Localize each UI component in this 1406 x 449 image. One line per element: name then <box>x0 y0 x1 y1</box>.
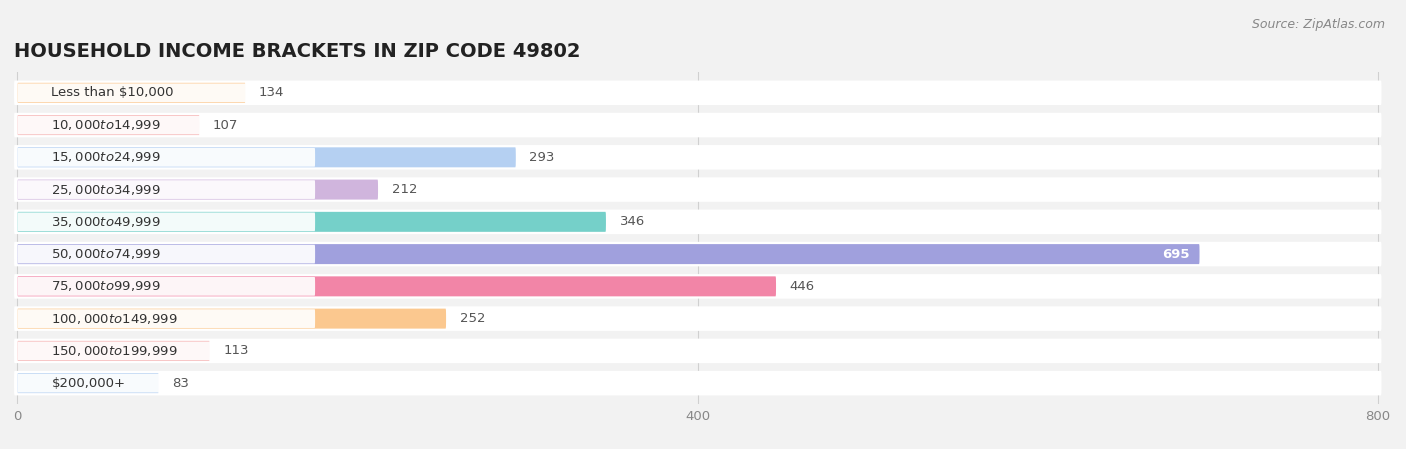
FancyBboxPatch shape <box>17 309 315 328</box>
Text: $25,000 to $34,999: $25,000 to $34,999 <box>52 183 162 197</box>
FancyBboxPatch shape <box>17 212 315 231</box>
Text: 446: 446 <box>790 280 814 293</box>
FancyBboxPatch shape <box>14 80 1382 105</box>
Text: 252: 252 <box>460 312 485 325</box>
Text: $35,000 to $49,999: $35,000 to $49,999 <box>52 215 162 229</box>
FancyBboxPatch shape <box>17 245 315 264</box>
FancyBboxPatch shape <box>17 308 446 329</box>
FancyBboxPatch shape <box>17 341 209 361</box>
FancyBboxPatch shape <box>17 147 516 167</box>
FancyBboxPatch shape <box>17 148 315 167</box>
Text: 113: 113 <box>224 344 249 357</box>
FancyBboxPatch shape <box>14 242 1382 266</box>
FancyBboxPatch shape <box>14 210 1382 234</box>
FancyBboxPatch shape <box>17 373 159 393</box>
Text: Less than $10,000: Less than $10,000 <box>52 86 174 99</box>
FancyBboxPatch shape <box>17 212 606 232</box>
Text: 293: 293 <box>530 151 555 164</box>
FancyBboxPatch shape <box>17 244 1199 264</box>
Text: 695: 695 <box>1161 247 1189 260</box>
Text: $75,000 to $99,999: $75,000 to $99,999 <box>52 279 162 293</box>
FancyBboxPatch shape <box>17 83 246 103</box>
FancyBboxPatch shape <box>17 84 315 102</box>
Text: 212: 212 <box>392 183 418 196</box>
FancyBboxPatch shape <box>17 116 315 134</box>
FancyBboxPatch shape <box>14 274 1382 299</box>
FancyBboxPatch shape <box>14 371 1382 396</box>
FancyBboxPatch shape <box>14 306 1382 331</box>
FancyBboxPatch shape <box>14 177 1382 202</box>
FancyBboxPatch shape <box>17 277 315 296</box>
Text: $150,000 to $199,999: $150,000 to $199,999 <box>52 344 179 358</box>
FancyBboxPatch shape <box>17 342 315 360</box>
Text: $10,000 to $14,999: $10,000 to $14,999 <box>52 118 162 132</box>
Text: $200,000+: $200,000+ <box>52 377 125 390</box>
FancyBboxPatch shape <box>14 339 1382 363</box>
Text: 107: 107 <box>214 119 239 132</box>
FancyBboxPatch shape <box>14 145 1382 170</box>
Text: $15,000 to $24,999: $15,000 to $24,999 <box>52 150 162 164</box>
Text: 134: 134 <box>259 86 284 99</box>
FancyBboxPatch shape <box>17 115 200 135</box>
FancyBboxPatch shape <box>17 276 776 296</box>
Text: 83: 83 <box>173 377 190 390</box>
Text: HOUSEHOLD INCOME BRACKETS IN ZIP CODE 49802: HOUSEHOLD INCOME BRACKETS IN ZIP CODE 49… <box>14 42 581 61</box>
Text: $100,000 to $149,999: $100,000 to $149,999 <box>52 312 179 326</box>
FancyBboxPatch shape <box>14 113 1382 137</box>
FancyBboxPatch shape <box>17 374 315 392</box>
FancyBboxPatch shape <box>17 180 315 199</box>
Text: $50,000 to $74,999: $50,000 to $74,999 <box>52 247 162 261</box>
FancyBboxPatch shape <box>17 180 378 200</box>
Text: 346: 346 <box>620 216 645 229</box>
Text: Source: ZipAtlas.com: Source: ZipAtlas.com <box>1251 18 1385 31</box>
